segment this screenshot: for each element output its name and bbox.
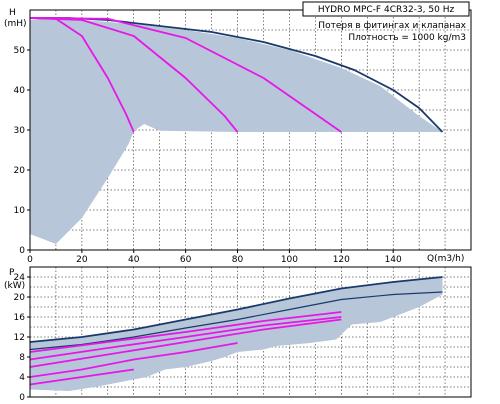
power-system-curve <box>29 316 342 361</box>
power-axis-symbol: P <box>9 268 15 278</box>
legend-title: HYDRO MPC-F 4CR32-3, 50 Hz <box>318 5 455 15</box>
head-y-tick-label: 0 <box>19 246 25 256</box>
power-lower-curve <box>29 291 443 351</box>
head-x-tick-label: 140 <box>385 255 402 265</box>
power-y-tick-label: 16 <box>14 313 26 323</box>
power-system-curve <box>29 318 342 368</box>
power-system-curve <box>29 368 134 386</box>
power-y-tick-label: 12 <box>14 333 25 343</box>
power-upper-curve <box>29 276 443 343</box>
head-axis-ticks: 0 10 20 30 40 50 0 20 40 60 80 100 120 140 <box>14 46 402 265</box>
power-y-tick-label: 4 <box>19 373 25 383</box>
power-y-tick-label: 24 <box>14 273 26 283</box>
head-axis-symbol: H <box>9 8 16 18</box>
head-y-tick-label: 40 <box>14 86 26 96</box>
head-x-tick-label: 0 <box>27 255 33 265</box>
power-system-curve <box>29 342 238 378</box>
power-curves <box>29 276 443 386</box>
head-curves <box>29 17 444 133</box>
head-x-tick-label: 20 <box>76 255 88 265</box>
head-y-tick-label: 10 <box>14 206 26 216</box>
power-y-tick-label: 20 <box>14 293 26 303</box>
power-system-curve <box>29 311 342 353</box>
head-axis-unit: (mH) <box>4 19 27 29</box>
power-chart-frame <box>29 266 472 398</box>
head-y-tick-label: 50 <box>14 46 26 56</box>
legend-title-frame <box>302 1 470 17</box>
legend-density-note: Плотность = 1000 kg/m3 <box>348 33 466 43</box>
head-x-tick-label: 60 <box>180 255 192 265</box>
power-axis-unit: (kW) <box>4 281 25 291</box>
legend-box: HYDRO MPC-F 4CR32-3, 50 Hz Потеря в фити… <box>302 1 470 43</box>
head-x-tick-label: 40 <box>128 255 140 265</box>
head-y-tick-label: 20 <box>14 166 26 176</box>
head-x-tick-label: 100 <box>281 255 298 265</box>
head-x-tick-label: 120 <box>333 255 350 265</box>
power-axis-ticks: 0 4 8 12 16 20 24 <box>14 273 30 403</box>
power-chart-panel: 0 4 8 12 16 20 24 P (kW) <box>4 266 472 403</box>
power-y-tick-label: 8 <box>19 353 25 363</box>
legend-losses-note: Потеря в фитингах и клапанах <box>318 21 466 31</box>
head-system-curve <box>29 17 342 133</box>
head-y-tick-label: 30 <box>14 126 26 136</box>
flow-axis-label: Q(m3/h) <box>427 254 464 264</box>
head-x-tick-label: 80 <box>232 255 244 265</box>
head-chart-panel: 0 10 20 30 40 50 0 20 40 60 80 100 120 140 H (mH) Q(m… <box>4 1 472 265</box>
power-y-tick-label: 0 <box>19 393 25 400</box>
head-system-curve <box>29 17 239 133</box>
